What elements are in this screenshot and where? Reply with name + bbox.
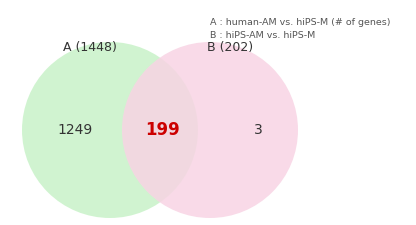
Text: 3: 3 [254, 123, 262, 137]
Text: 1249: 1249 [57, 123, 93, 137]
Text: A : human-AM vs. hiPS-M (# of genes)
B : hiPS-AM vs. hiPS-M: A : human-AM vs. hiPS-M (# of genes) B :… [210, 18, 391, 40]
Text: 199: 199 [146, 121, 181, 139]
Circle shape [22, 42, 198, 218]
Circle shape [122, 42, 298, 218]
Text: A (1448): A (1448) [63, 41, 117, 54]
Text: B (202): B (202) [207, 41, 253, 54]
